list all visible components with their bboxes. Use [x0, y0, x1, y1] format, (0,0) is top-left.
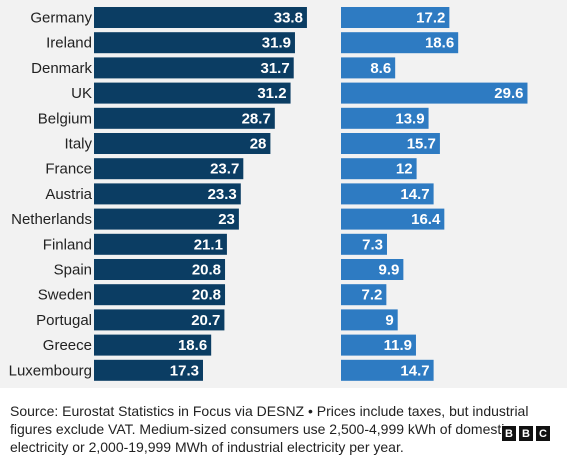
bar-series-2	[341, 57, 396, 79]
bbc-logo-letter-3: C	[536, 426, 550, 441]
bar-value-label: 8.6	[370, 60, 391, 77]
bar-value-label: 7.2	[362, 287, 383, 304]
country-label: Germany	[30, 10, 92, 27]
bar-chart: Germany 33.8 17.2 Ireland 31.9 18.6 Denmark 31.…	[9, 7, 528, 381]
bar-series-2	[341, 158, 417, 180]
bar-value-label: 31.9	[262, 35, 291, 52]
bar-value-label: 15.7	[407, 136, 436, 153]
bar-series-2	[341, 233, 387, 255]
bar-series-2	[341, 7, 450, 28]
bar-value-label: 31.2	[257, 85, 286, 102]
bar-value-label: 23.3	[208, 186, 237, 203]
bar-series-2	[341, 208, 445, 230]
country-label: Ireland	[46, 35, 92, 52]
bar-value-label: 20.8	[192, 287, 221, 304]
bbc-logo: B B C	[502, 426, 550, 441]
bar-value-label: 16.4	[411, 211, 441, 228]
bar-series-1	[94, 233, 227, 255]
bar-series-1	[94, 32, 295, 54]
bar-series-1	[94, 57, 294, 79]
country-label: Sweden	[38, 287, 92, 304]
bar-value-label: 9	[385, 312, 393, 329]
country-label: Denmark	[31, 60, 92, 77]
bar-series-2	[341, 107, 429, 129]
bar-value-label: 12	[396, 161, 413, 178]
bar-value-label: 20.8	[192, 262, 221, 279]
country-label: Portugal	[36, 312, 92, 329]
bar-value-label: 31.7	[261, 60, 290, 77]
bar-series-1	[94, 158, 244, 180]
country-label: Finland	[43, 236, 92, 253]
bar-series-2	[341, 359, 434, 381]
country-label: Spain	[54, 262, 92, 279]
country-label: Italy	[64, 136, 92, 153]
bar-series-2	[341, 32, 459, 54]
bar-series-2	[341, 133, 440, 154]
source-note: Source: Eurostat Statistics in Focus via…	[10, 402, 550, 456]
bar-value-label: 23	[218, 211, 235, 228]
bar-series-1	[94, 107, 275, 129]
bar-series-1	[94, 259, 226, 280]
bar-series-1	[94, 133, 271, 154]
source-text: Source: Eurostat Statistics in Focus via…	[10, 403, 529, 455]
bar-value-label: 14.7	[400, 362, 429, 379]
country-label: UK	[71, 85, 92, 102]
country-label: Austria	[45, 186, 92, 203]
bar-series-1	[94, 309, 225, 331]
bar-series-2	[341, 82, 528, 104]
bar-series-1	[94, 208, 239, 230]
bar-series-2	[341, 334, 416, 356]
bar-value-label: 18.6	[425, 35, 454, 52]
bar-value-label: 17.2	[416, 10, 445, 27]
bar-value-label: 23.7	[210, 161, 239, 178]
chart-area: Germany 33.8 17.2 Ireland 31.9 18.6 Denmark 31.…	[0, 0, 567, 388]
bar-value-label: 11.9	[384, 337, 412, 354]
bar-value-label: 9.9	[379, 262, 400, 279]
bbc-logo-letter-2: B	[519, 426, 533, 441]
bar-value-label: 28.7	[242, 110, 271, 127]
bar-value-label: 29.6	[494, 85, 523, 102]
bar-value-label: 18.6	[178, 337, 207, 354]
bar-series-1	[94, 82, 291, 104]
bar-series-2	[341, 284, 387, 306]
bar-value-label: 28	[250, 136, 267, 153]
bar-series-1	[94, 284, 226, 306]
bar-value-label: 7.3	[362, 236, 383, 253]
country-label: Greece	[43, 337, 92, 354]
bar-series-2	[341, 183, 434, 205]
bar-series-2	[341, 309, 398, 331]
country-label: Netherlands	[11, 211, 92, 228]
bar-value-label: 13.9	[395, 110, 424, 127]
country-label: Luxembourg	[9, 362, 92, 379]
bar-value-label: 21.1	[194, 236, 223, 253]
bbc-logo-letter-1: B	[502, 426, 516, 441]
bar-series-1	[94, 183, 241, 205]
bar-series-2	[341, 259, 404, 280]
country-label: Belgium	[38, 110, 92, 127]
bar-series-1	[94, 359, 203, 381]
bar-series-1	[94, 334, 212, 356]
bar-value-label: 17.3	[170, 362, 199, 379]
bar-value-label: 33.8	[274, 10, 303, 27]
country-label: France	[45, 161, 92, 178]
bar-value-label: 20.7	[191, 312, 220, 329]
bar-value-label: 14.7	[400, 186, 429, 203]
bar-series-1	[94, 7, 307, 28]
